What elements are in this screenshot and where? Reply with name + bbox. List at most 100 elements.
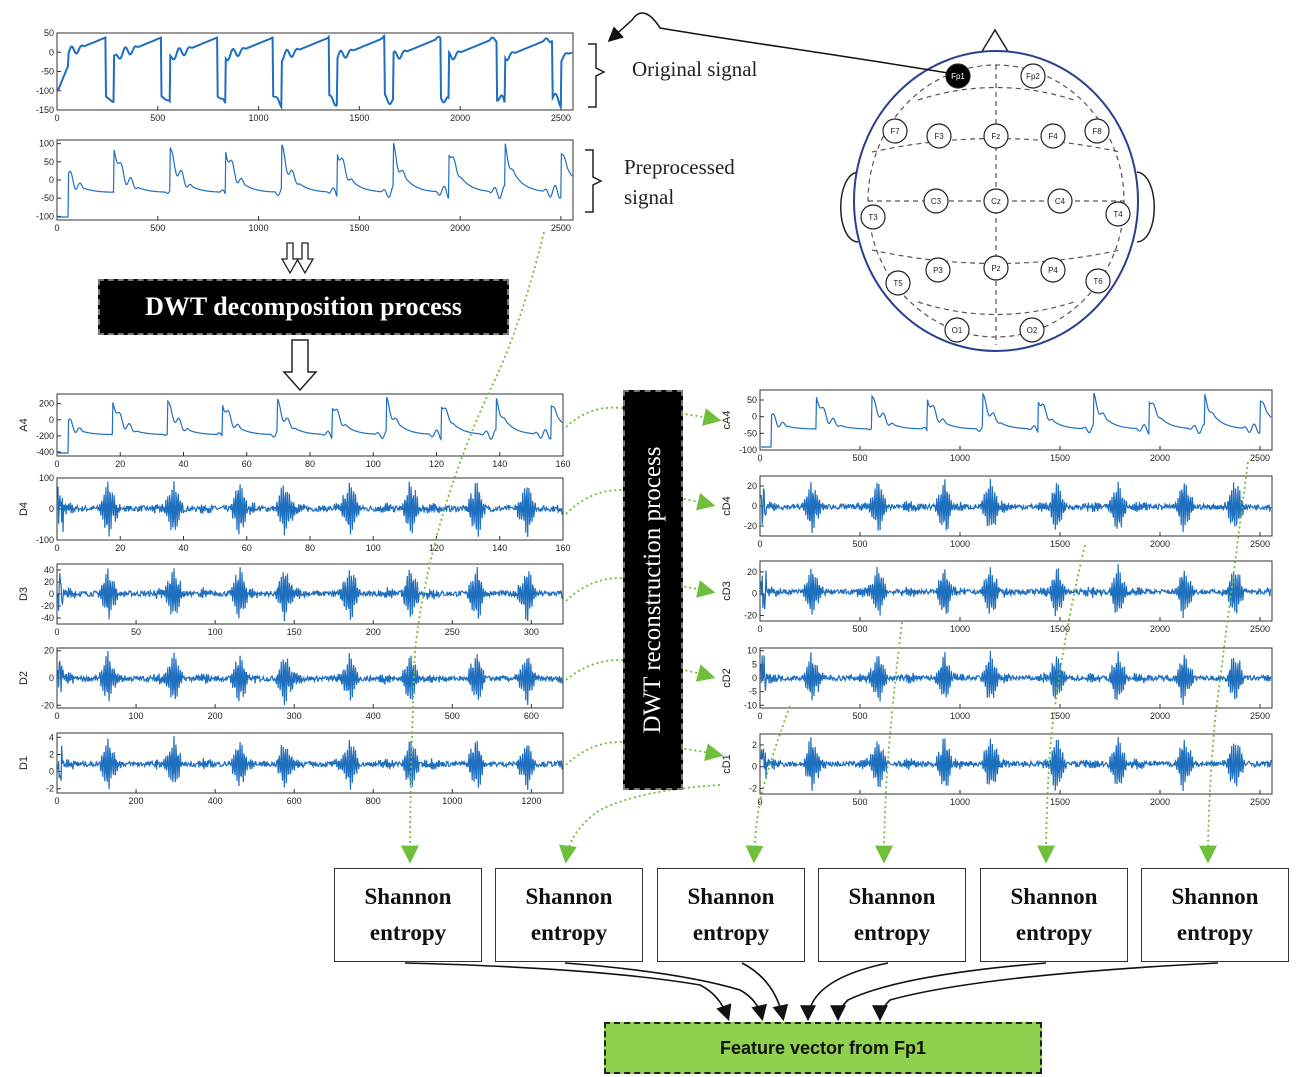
electrode-label: F8 — [1092, 127, 1102, 136]
arrow-cD2-to-ent5 — [1037, 544, 1086, 864]
feature-vector-label: Feature vector from Fp1 — [719, 1037, 927, 1058]
entropy-line2: entropy — [692, 920, 770, 945]
signal-line — [57, 33, 573, 111]
y-tick-label: -50 — [744, 428, 757, 438]
signal-line — [57, 480, 563, 538]
x-tick-label: 500 — [150, 113, 165, 123]
electrode-fp1: Fp1 — [945, 63, 971, 89]
y-tick-label: 5 — [752, 659, 757, 669]
x-tick-label: 2000 — [1150, 711, 1170, 721]
y-tick-label: 50 — [44, 157, 54, 167]
x-tick-label: 2000 — [1150, 453, 1170, 463]
x-tick-label: 60 — [242, 459, 252, 469]
y-axis-label: D4 — [18, 502, 30, 516]
x-tick-label: 80 — [305, 543, 315, 553]
y-tick-label: 40 — [44, 565, 54, 575]
entropy-line1: Shannon — [848, 884, 936, 909]
fp1-to-signal-arrow — [607, 12, 949, 74]
y-tick-label: 0 — [49, 673, 54, 683]
arrow-ent5-to-feat — [830, 962, 1047, 1022]
x-tick-label: 0 — [54, 459, 59, 469]
y-tick-label: 0 — [49, 504, 54, 514]
x-tick-label: 1500 — [349, 113, 369, 123]
signal-line — [58, 396, 563, 454]
brace-original — [588, 43, 606, 108]
x-tick-label: 1000 — [249, 223, 269, 233]
x-tick-label: 600 — [524, 711, 539, 721]
x-tick-label: 1200 — [521, 796, 541, 806]
feature-vector-box: Feature vector from Fp1 — [604, 1022, 1042, 1074]
plot-frame — [759, 389, 1273, 451]
y-tick-label: 0 — [752, 589, 757, 599]
arrow-ent4-to-feat — [800, 962, 889, 1022]
signal-line — [57, 735, 563, 791]
y-tick-label: -40 — [41, 613, 54, 623]
electrode-label: P4 — [1048, 266, 1058, 275]
x-tick-label: 1000 — [249, 113, 269, 123]
preprocessed-label-line1: Preprocessed — [624, 155, 735, 179]
y-axis-label: D2 — [18, 671, 30, 685]
electrode-f4: F4 — [1040, 123, 1066, 149]
y-tick-label: 0 — [49, 175, 54, 185]
electrode-c4: C4 — [1047, 188, 1073, 214]
x-tick-label: 100 — [366, 459, 381, 469]
x-tick-label: 140 — [492, 459, 507, 469]
electrode-label: C3 — [931, 197, 942, 206]
electrode-label: Fp2 — [1026, 72, 1040, 81]
x-tick-label: 60 — [242, 543, 252, 553]
y-axis-label: cD1 — [721, 754, 733, 774]
x-tick-label: 20 — [115, 459, 125, 469]
x-tick-label: 1000 — [950, 797, 970, 807]
electrode-o1: O1 — [944, 317, 970, 343]
original-signal-label: Original signal — [632, 57, 758, 81]
x-tick-label: 500 — [150, 223, 165, 233]
y-tick-label: 4 — [49, 732, 54, 742]
arrow-D3-to-cD3 — [565, 577, 716, 602]
plot-frame — [56, 393, 564, 457]
brace-preprocessed — [585, 149, 603, 213]
x-tick-label: 50 — [131, 627, 141, 637]
signal-line — [760, 563, 1272, 619]
electrode-label: Pz — [991, 264, 1000, 273]
y-tick-label: 20 — [44, 646, 54, 656]
signal-line — [57, 650, 563, 706]
electrode-c3: C3 — [923, 188, 949, 214]
electrode-p3: P3 — [925, 257, 951, 283]
x-tick-label: 2000 — [1150, 539, 1170, 549]
x-tick-label: 400 — [208, 796, 223, 806]
x-tick-label: 2000 — [1150, 797, 1170, 807]
x-tick-label: 500 — [852, 539, 867, 549]
x-tick-label: 600 — [287, 796, 302, 806]
y-axis-label: A4 — [18, 418, 30, 431]
y-tick-label: -400 — [36, 447, 54, 457]
electrode-label: T6 — [1093, 277, 1103, 286]
electrode-label: T3 — [868, 213, 878, 222]
x-tick-label: 1500 — [1050, 711, 1070, 721]
x-tick-label: 140 — [492, 543, 507, 553]
dwt-reconstruction-box: DWT reconstruction process — [623, 390, 683, 790]
eeg-head-diagram: Fp1 Fp2 F7 F3 Fz F4 F8 T3 C3 Cz C4 T4 T5 P3 Pz P4 T6 O1 O2 — [840, 28, 1155, 352]
y-tick-label: -100 — [739, 445, 757, 455]
entropy-line1: Shannon — [1171, 884, 1259, 909]
electrode-t5: T5 — [885, 270, 911, 296]
x-tick-label: 200 — [366, 627, 381, 637]
plot-A4: 0 20 40 60 80 100 120 140 160 200 0 -200 -400 A4 — [18, 393, 571, 469]
y-tick-label: 20 — [44, 577, 54, 587]
electrode-label: T4 — [1113, 210, 1123, 219]
x-tick-label: 250 — [445, 627, 460, 637]
y-tick-label: 2 — [752, 740, 757, 750]
y-tick-label: 0 — [752, 501, 757, 511]
x-tick-label: 0 — [54, 543, 59, 553]
x-tick-label: 200 — [129, 796, 144, 806]
dwt-decomposition-box: DWT decomposition process — [98, 279, 509, 335]
entropy-box-3: Shannon entropy — [657, 868, 805, 962]
arrow-cD3-to-ent4 — [875, 621, 903, 864]
electrode-t4: T4 — [1105, 201, 1131, 227]
electrode-label: C4 — [1055, 197, 1066, 206]
x-tick-label: 200 — [208, 711, 223, 721]
electrode-label: F3 — [934, 132, 944, 141]
x-tick-label: 2000 — [450, 113, 470, 123]
x-tick-label: 20 — [115, 543, 125, 553]
x-tick-label: 0 — [54, 796, 59, 806]
